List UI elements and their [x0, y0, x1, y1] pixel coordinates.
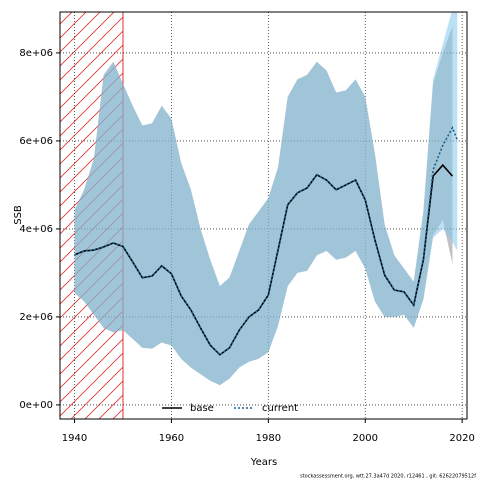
legend-label: current	[262, 403, 298, 414]
legend-label: base	[190, 403, 214, 414]
y-tick-label: 8e+06	[19, 48, 53, 59]
series-line	[74, 125, 459, 356]
x-tick-label: 1940	[62, 433, 87, 444]
y-tick-label: 2e+06	[19, 312, 53, 323]
plot-area	[60, 12, 467, 419]
y-axis-label: SSB	[13, 205, 24, 225]
y-tick-label: 4e+06	[19, 224, 53, 235]
y-tick-label: 0e+00	[19, 400, 53, 411]
x-axis-label: Years	[250, 457, 277, 468]
x-tick-label: 1960	[159, 433, 184, 444]
x-tick-label: 2020	[449, 433, 474, 444]
confidence-band	[74, 12, 458, 386]
x-tick-label: 1980	[256, 433, 281, 444]
y-tick-label: 6e+06	[19, 136, 53, 147]
x-tick-label: 2000	[353, 433, 378, 444]
footer: stockassessment.org, wtt.27.3a47d 2020, …	[300, 474, 476, 480]
plot-frame	[59, 11, 468, 420]
